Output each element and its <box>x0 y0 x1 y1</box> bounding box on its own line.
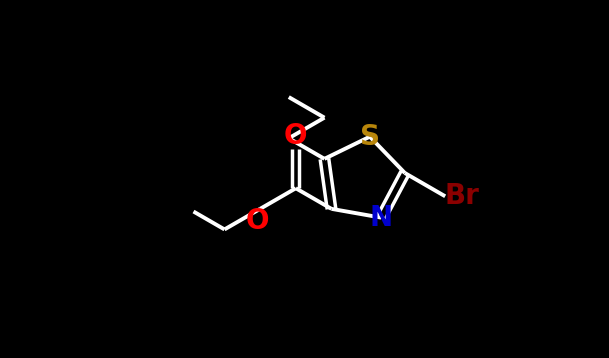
Text: Br: Br <box>445 182 480 210</box>
Text: N: N <box>370 204 393 232</box>
Text: O: O <box>284 122 308 150</box>
Text: O: O <box>245 207 269 235</box>
Text: S: S <box>360 123 380 151</box>
